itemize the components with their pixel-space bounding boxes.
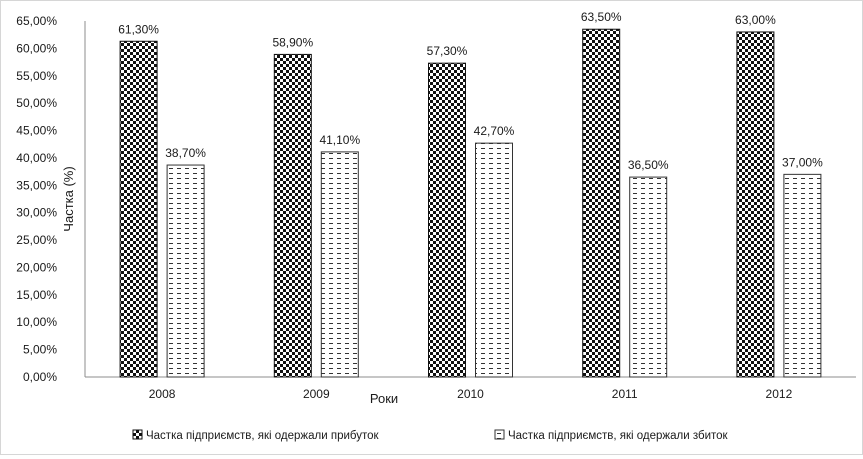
bar xyxy=(273,53,312,378)
data-label: 63,50% xyxy=(581,10,622,24)
bar xyxy=(783,173,822,378)
y-tick-label: 60,00% xyxy=(16,41,57,55)
y-tick-label: 50,00% xyxy=(16,96,57,110)
y-tick-label: 65,00% xyxy=(16,14,57,28)
y-tick-label: 20,00% xyxy=(16,260,57,274)
legend-swatch-loss xyxy=(494,429,505,440)
bar xyxy=(428,62,466,378)
legend-label-loss: Частка підприємств, які одержали збиток xyxy=(508,430,729,442)
bar xyxy=(582,28,621,378)
data-label: 57,30% xyxy=(427,44,468,58)
bar xyxy=(166,164,205,378)
x-tick-labels: 2008 2009 2010 2011 2012 xyxy=(149,387,793,401)
x-tick-label: 2009 xyxy=(303,387,330,401)
y-axis-title: Частка (%) xyxy=(61,166,76,231)
data-label: 61,30% xyxy=(118,22,159,36)
y-tick-label: 30,00% xyxy=(16,206,57,220)
x-tick-label: 2011 xyxy=(612,387,638,401)
data-label: 36,50% xyxy=(628,158,669,172)
x-axis-title: Роки xyxy=(370,391,398,406)
data-label: 37,00% xyxy=(782,155,823,169)
y-tick-label: 45,00% xyxy=(16,124,57,138)
y-tick-label: 40,00% xyxy=(16,151,57,165)
y-tick-label: 25,00% xyxy=(16,233,57,247)
y-tick-label: 35,00% xyxy=(16,178,57,192)
data-label: 58,90% xyxy=(272,35,313,49)
y-tick-labels: 0,00% 5,00% 10,00% 15,00% 20,00% 25,00% 30,00%… xyxy=(16,14,57,384)
legend-swatch-profit xyxy=(132,429,143,440)
legend-label-profit: Частка підприємств, які одержали прибуто… xyxy=(146,430,380,442)
data-labels: 61,30% 38,70% 58,90% 41,10% 57,30% 42,70% 63,5… xyxy=(118,10,823,172)
y-tick-label: 10,00% xyxy=(16,315,57,329)
data-label: 63,00% xyxy=(735,13,776,27)
data-label: 38,70% xyxy=(165,146,206,160)
legend: Частка підприємств, які одержали прибуто… xyxy=(132,429,729,442)
data-label: 42,70% xyxy=(474,124,515,138)
y-tick-label: 0,00% xyxy=(23,370,57,384)
bars xyxy=(119,28,822,378)
y-tick-label: 15,00% xyxy=(16,288,57,302)
data-label: 41,10% xyxy=(319,133,360,147)
y-tick-label: 55,00% xyxy=(16,69,57,83)
bar xyxy=(320,151,359,378)
bar xyxy=(475,142,513,378)
y-tick-label: 5,00% xyxy=(23,343,57,357)
bar xyxy=(736,31,775,378)
x-tick-label: 2008 xyxy=(149,387,176,401)
bar xyxy=(119,40,158,378)
x-tick-label: 2010 xyxy=(457,387,484,401)
bar xyxy=(629,176,668,378)
x-tick-label: 2012 xyxy=(766,387,793,401)
